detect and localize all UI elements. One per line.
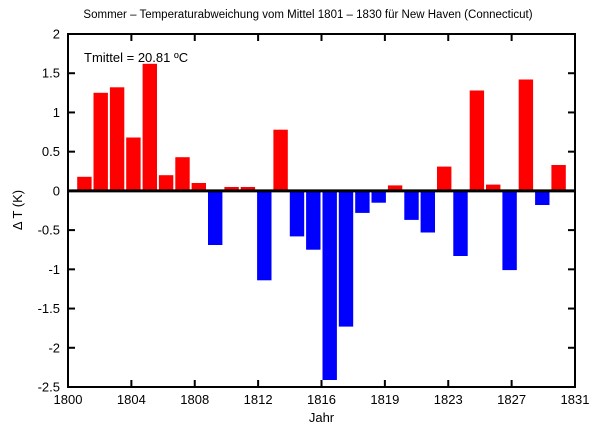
- bar-1803: [109, 87, 125, 191]
- bar-1805: [142, 63, 157, 191]
- x-tick-label-1816: 1816: [307, 392, 336, 407]
- y-tick-label--0.5: -0.5: [38, 223, 60, 238]
- y-tick-label-1: 1: [53, 105, 60, 120]
- bar-1808: [191, 183, 206, 191]
- x-tick-label-1831: 1831: [561, 392, 590, 407]
- annotation-tmittel: Tmittel = 20.81 ºC: [84, 50, 189, 65]
- y-tick-label-1.5: 1.5: [42, 66, 60, 81]
- bar-1802: [93, 92, 108, 191]
- chart-title: Sommer – Temperaturabweichung vom Mittel…: [83, 9, 533, 21]
- y-tick-label--1.5: -1.5: [38, 301, 60, 316]
- bar-1822: [420, 190, 435, 233]
- bar-1828: [518, 79, 534, 191]
- bar-1804: [126, 137, 141, 191]
- bar-1806: [158, 175, 174, 191]
- x-tick-label-1823: 1823: [434, 392, 463, 407]
- bar-1807: [175, 157, 190, 191]
- y-tick-label-0.5: 0.5: [42, 144, 60, 159]
- y-tick-label--2: -2: [48, 340, 60, 355]
- bar-1812: [257, 190, 272, 281]
- bar-1817: [338, 190, 354, 327]
- x-tick-label-1808: 1808: [180, 392, 209, 407]
- y-tick-label--2.5: -2.5: [38, 380, 60, 395]
- bar-1827: [502, 190, 517, 271]
- x-tick-label-1827: 1827: [497, 392, 526, 407]
- bar-1818: [355, 190, 370, 213]
- x-tick-label-1800: 1800: [54, 392, 83, 407]
- bar-1813: [273, 129, 288, 191]
- bar-1829: [535, 190, 550, 205]
- bar-1823: [437, 166, 452, 191]
- y-tick-label-2: 2: [53, 27, 60, 42]
- x-axis-label: Jahr: [308, 410, 335, 425]
- x-tick-label-1804: 1804: [117, 392, 146, 407]
- y-tick-label--1: -1: [48, 262, 60, 277]
- bar-1819: [371, 190, 386, 203]
- bar-1816: [322, 190, 337, 380]
- bar-1810: [224, 187, 239, 191]
- bar-1830: [551, 165, 566, 191]
- bar-1825: [469, 90, 485, 191]
- bar-1815: [306, 190, 321, 250]
- x-tick-label-1812: 1812: [244, 392, 273, 407]
- bar-1814: [289, 190, 305, 237]
- plot-border: [67, 33, 576, 388]
- x-tick-label-1819: 1819: [370, 392, 399, 407]
- bar-1826: [486, 184, 501, 191]
- bar-1820: [387, 185, 403, 191]
- bar-1809: [208, 190, 223, 245]
- bar-1811: [240, 187, 256, 191]
- bar-1801: [77, 176, 92, 191]
- bar-1824: [453, 190, 468, 256]
- y-tick-label-0: 0: [53, 183, 60, 198]
- bar-1821: [404, 190, 419, 220]
